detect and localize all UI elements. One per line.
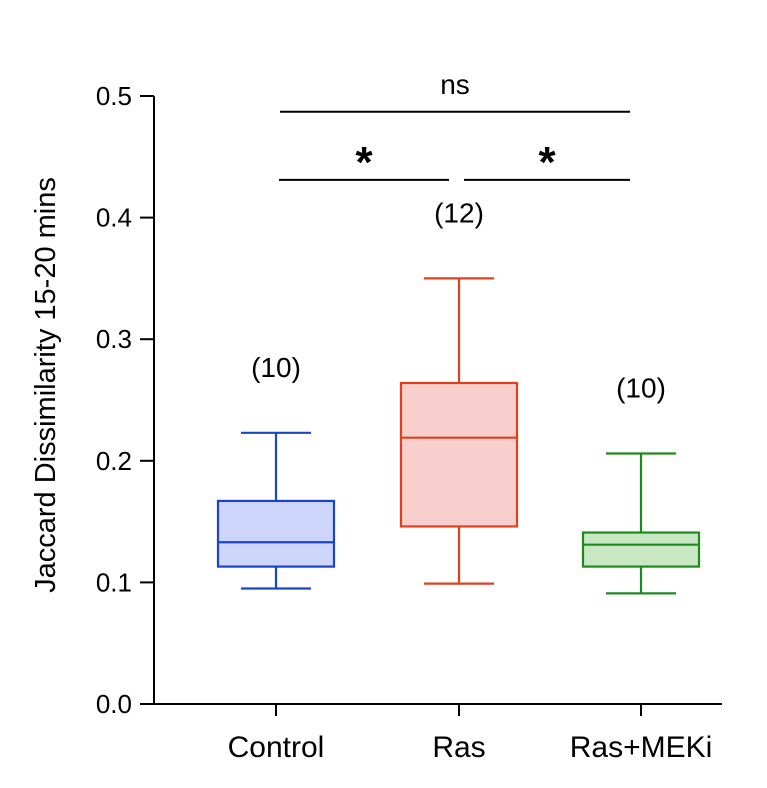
box-group: (10) [581, 373, 701, 595]
box-iqr [399, 381, 519, 528]
sample-size-label: (10) [616, 373, 666, 404]
box-group: (12) [399, 197, 519, 585]
y-tick-label: 0.2 [96, 446, 132, 476]
significance-bracket: ns [280, 69, 630, 113]
x-tick-label: Control [228, 731, 325, 764]
y-axis: 0.0 0.1 0.2 0.3 0.4 0.5 Jaccard Dissimilarity… [30, 81, 155, 719]
sample-size-label: (10) [251, 352, 301, 383]
y-axis-title: Jaccard Dissimilarity 15-20 mins [30, 177, 62, 593]
significance-bracket: * [464, 138, 630, 187]
y-tick-label: 0.0 [96, 689, 132, 719]
significance-annotations: * * ns [279, 69, 630, 187]
significance-label: * [538, 138, 556, 187]
significance-bracket: * [279, 138, 449, 187]
box-iqr [581, 531, 701, 568]
box-iqr [216, 499, 336, 568]
significance-label: * [355, 138, 373, 187]
sample-size-label: (12) [434, 197, 484, 228]
y-tick-label: 0.1 [96, 567, 132, 597]
y-tick-label: 0.4 [96, 203, 132, 233]
significance-label: ns [440, 69, 470, 100]
x-tick-label: Ras+MEKi [570, 731, 713, 764]
y-tick-label: 0.5 [96, 81, 132, 111]
y-tick-label: 0.3 [96, 324, 132, 354]
boxes: (10) (12) (10) [216, 197, 701, 595]
x-axis: Control Ras Ras+MEKi [153, 703, 722, 764]
x-tick-label: Ras [432, 731, 485, 764]
box-group: (10) [216, 352, 336, 590]
